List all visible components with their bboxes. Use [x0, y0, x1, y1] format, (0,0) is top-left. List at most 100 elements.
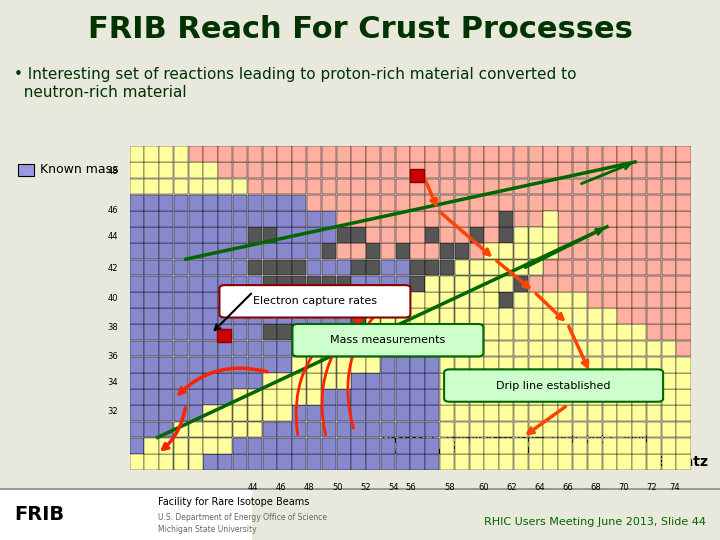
- Bar: [499, 276, 513, 292]
- Bar: [159, 454, 174, 470]
- Bar: [366, 341, 380, 356]
- Bar: [395, 260, 410, 275]
- Text: 48: 48: [108, 167, 118, 176]
- Bar: [204, 422, 217, 437]
- Bar: [248, 227, 262, 243]
- Bar: [189, 292, 203, 308]
- Bar: [307, 211, 321, 227]
- Bar: [410, 341, 425, 356]
- Bar: [366, 308, 380, 324]
- Bar: [455, 260, 469, 275]
- Bar: [307, 422, 321, 437]
- Bar: [145, 179, 158, 194]
- Bar: [307, 227, 321, 243]
- Bar: [351, 211, 366, 227]
- Bar: [469, 325, 484, 340]
- Bar: [189, 438, 203, 454]
- Bar: [514, 227, 528, 243]
- Bar: [426, 454, 439, 470]
- Bar: [514, 179, 528, 194]
- Bar: [204, 454, 217, 470]
- Bar: [440, 373, 454, 389]
- Text: 48: 48: [304, 483, 315, 492]
- Bar: [395, 308, 410, 324]
- Bar: [292, 341, 307, 356]
- Bar: [351, 341, 366, 356]
- Bar: [499, 260, 513, 275]
- Bar: [366, 389, 380, 405]
- Bar: [410, 146, 425, 162]
- Bar: [366, 195, 380, 211]
- Bar: [558, 357, 572, 373]
- Bar: [263, 276, 276, 292]
- Bar: [662, 227, 676, 243]
- Bar: [455, 292, 469, 308]
- Bar: [544, 438, 557, 454]
- Bar: [248, 357, 262, 373]
- Bar: [514, 357, 528, 373]
- Bar: [233, 406, 247, 421]
- Bar: [233, 227, 247, 243]
- Bar: [218, 244, 233, 259]
- Bar: [130, 292, 144, 308]
- Bar: [588, 244, 602, 259]
- Bar: [455, 292, 469, 308]
- Bar: [588, 422, 602, 437]
- Bar: [233, 260, 247, 275]
- Bar: [263, 163, 276, 178]
- Bar: [558, 422, 572, 437]
- Text: Drip line established: Drip line established: [496, 381, 611, 390]
- Bar: [307, 389, 321, 405]
- Bar: [528, 195, 543, 211]
- Bar: [351, 438, 366, 454]
- Bar: [573, 276, 588, 292]
- Bar: [145, 341, 158, 356]
- Bar: [204, 195, 217, 211]
- Bar: [145, 227, 158, 243]
- Bar: [544, 211, 557, 227]
- Bar: [455, 373, 469, 389]
- Bar: [544, 341, 557, 356]
- Bar: [499, 292, 513, 308]
- Bar: [426, 325, 439, 340]
- Bar: [277, 325, 292, 340]
- Bar: [528, 325, 543, 340]
- Bar: [292, 373, 307, 389]
- Bar: [588, 163, 602, 178]
- Bar: [617, 325, 631, 340]
- Bar: [603, 227, 617, 243]
- Bar: [277, 292, 292, 308]
- Bar: [558, 389, 572, 405]
- Bar: [292, 357, 307, 373]
- Bar: [322, 373, 336, 389]
- Bar: [292, 454, 307, 470]
- Bar: [455, 276, 469, 292]
- Bar: [514, 308, 528, 324]
- Bar: [558, 276, 572, 292]
- Bar: [292, 211, 307, 227]
- Bar: [440, 179, 454, 194]
- Bar: [469, 389, 484, 405]
- Bar: [514, 325, 528, 340]
- Bar: [307, 179, 321, 194]
- Bar: [426, 244, 439, 259]
- Bar: [292, 163, 307, 178]
- Bar: [647, 146, 661, 162]
- Bar: [145, 454, 158, 470]
- Bar: [485, 308, 498, 324]
- Bar: [336, 195, 351, 211]
- Bar: [426, 292, 439, 308]
- Bar: [647, 260, 661, 275]
- Bar: [395, 276, 410, 292]
- Bar: [189, 308, 203, 324]
- Bar: [410, 227, 425, 243]
- Bar: [336, 146, 351, 162]
- Bar: [662, 260, 676, 275]
- Bar: [307, 373, 321, 389]
- Bar: [676, 195, 690, 211]
- Bar: [617, 357, 631, 373]
- Bar: [426, 357, 439, 373]
- Bar: [307, 357, 321, 373]
- Bar: [263, 195, 276, 211]
- Bar: [603, 179, 617, 194]
